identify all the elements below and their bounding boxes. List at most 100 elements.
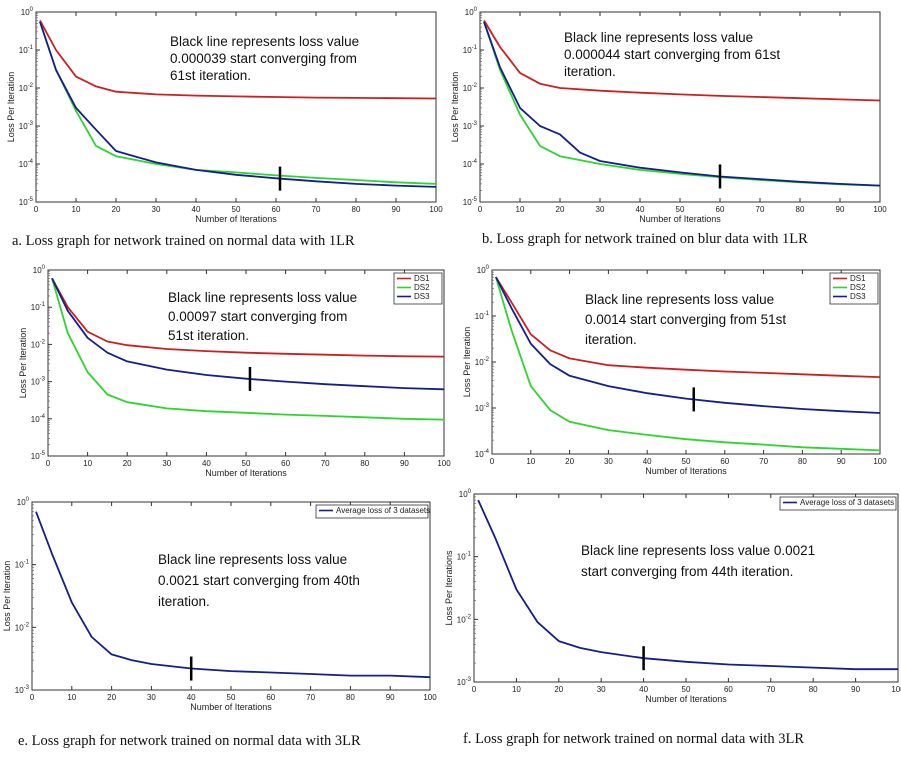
plot-area-b <box>479 11 881 203</box>
y-tick-label: 100 <box>459 489 472 499</box>
y-tick-label: 10-2 <box>463 83 478 93</box>
x-tick-label: 90 <box>836 205 845 214</box>
x-tick-label: 50 <box>682 457 691 466</box>
x-axis-label: Number of Iterations <box>639 214 721 224</box>
legend-box <box>315 504 429 519</box>
x-tick-label: 10 <box>72 205 81 214</box>
y-tick-label: 10-2 <box>475 357 490 367</box>
y-axis-label: Loss Per Iteration <box>462 327 472 398</box>
x-tick-label: 60 <box>281 459 290 468</box>
plot-area-e <box>31 501 431 691</box>
y-tick-label: 10-5 <box>31 451 46 461</box>
x-tick-label: 90 <box>837 457 846 466</box>
y-tick-label: 10-1 <box>31 302 46 312</box>
y-axis-label: Loss Per Iteration <box>18 328 28 399</box>
x-tick-label: 0 <box>490 457 495 466</box>
y-tick-label: 10-3 <box>31 377 46 387</box>
x-tick-label: 40 <box>202 459 211 468</box>
x-tick-label: 20 <box>112 205 121 214</box>
plot-area-a <box>35 11 437 203</box>
x-tick-label: 50 <box>676 205 685 214</box>
chart-panel-b: 0 10 20 30 40 50 60 70 80 90 100 10-5 10-4 10-3 10-2 10… <box>450 7 887 247</box>
annotation-text: 61st iteration. <box>170 68 251 83</box>
x-tick-label: 40 <box>636 205 645 214</box>
x-tick-label: 30 <box>597 685 606 694</box>
x-tick-label: 20 <box>556 205 565 214</box>
x-tick-label: 20 <box>554 685 563 694</box>
x-tick-label: 60 <box>716 205 725 214</box>
x-tick-label: 80 <box>809 685 818 694</box>
x-tick-label: 10 <box>512 685 521 694</box>
series-line-ds2 <box>51 278 444 421</box>
y-tick-label: 10-1 <box>457 552 472 562</box>
y-tick-label: 10-2 <box>457 614 472 624</box>
figure-caption: b. Loss graph for network trained on blu… <box>482 231 808 247</box>
y-tick-label: 10-4 <box>463 159 478 169</box>
series-line-ds1 <box>483 19 880 102</box>
x-axis-label: Number of Iterations <box>190 702 272 712</box>
y-tick-label: 10-3 <box>15 685 30 695</box>
x-tick-label: 100 <box>873 205 887 214</box>
x-tick-label: 50 <box>242 459 251 468</box>
x-tick-label: 50 <box>232 205 241 214</box>
legend-entry: DS1 <box>850 274 866 283</box>
x-tick-label: 60 <box>724 685 733 694</box>
y-axis-label: Loss Per Iteration <box>6 72 16 143</box>
x-tick-label: 0 <box>472 685 477 694</box>
series-line-ds3 <box>495 276 880 414</box>
x-tick-label: 50 <box>227 693 236 702</box>
x-tick-label: 90 <box>851 685 860 694</box>
y-tick-label: 10-1 <box>463 45 478 55</box>
annotation-text: 0.00097 start converging from <box>168 309 347 324</box>
x-tick-label: 60 <box>266 693 275 702</box>
legend-entry: DS3 <box>414 292 430 301</box>
x-tick-label: 60 <box>720 457 729 466</box>
x-tick-label: 90 <box>386 693 395 702</box>
x-tick-label: 80 <box>796 205 805 214</box>
legend-entry: DS2 <box>414 283 430 292</box>
x-tick-label: 80 <box>798 457 807 466</box>
x-tick-label: 0 <box>34 205 39 214</box>
series-line-ds3 <box>483 21 880 187</box>
y-tick-label: 100 <box>465 7 478 17</box>
x-tick-label: 40 <box>643 457 652 466</box>
annotation-text: 0.0021 start converging from 40th <box>158 573 360 588</box>
annotation-text: Black line represents loss value 0.0021 <box>581 543 815 558</box>
x-tick-label: 20 <box>107 693 116 702</box>
legend: Average loss of 3 datasets <box>779 496 897 511</box>
plot-area-f <box>473 493 899 683</box>
y-tick-label: 10-2 <box>15 622 30 632</box>
x-tick-label: 70 <box>306 693 315 702</box>
y-tick-label: 100 <box>17 497 30 507</box>
y-tick-label: 10-2 <box>19 83 34 93</box>
annotation-text: iteration. <box>158 594 210 609</box>
annotation-text: 51st iteration. <box>168 328 249 343</box>
x-tick-label: 20 <box>565 457 574 466</box>
x-tick-label: 90 <box>400 459 409 468</box>
chart-panel-a: 0 10 20 30 40 50 60 70 80 90 100 10-5 10-4 10-3 10-2 10… <box>6 7 443 249</box>
x-tick-label: 40 <box>639 685 648 694</box>
x-tick-label: 20 <box>123 459 132 468</box>
series-line-ds1 <box>39 19 436 100</box>
legend-entry: Average loss of 3 datasets <box>800 498 894 507</box>
x-tick-label: 0 <box>46 459 51 468</box>
y-tick-label: 100 <box>21 7 34 17</box>
x-tick-label: 70 <box>756 205 765 214</box>
annotation-text: Black line represents loss value <box>168 290 357 305</box>
y-tick-label: 10-3 <box>475 403 490 413</box>
legend-entry: DS1 <box>414 274 430 283</box>
x-tick-label: 70 <box>321 459 330 468</box>
x-tick-label: 30 <box>152 205 161 214</box>
chart-panel-d: 0 10 20 30 40 50 60 70 80 90 100 10-4 10-3 10-2 10-1 10… <box>462 265 887 476</box>
series-line-ds1 <box>51 277 444 358</box>
annotation-text: 0.000039 start converging from <box>170 51 357 66</box>
annotation-text: Black line represents loss value <box>170 34 359 49</box>
x-tick-label: 50 <box>682 685 691 694</box>
series-line-average-loss-of-3-datasets <box>35 511 430 679</box>
x-tick-label: 80 <box>360 459 369 468</box>
x-tick-label: 80 <box>352 205 361 214</box>
y-tick-label: 10-5 <box>463 197 478 207</box>
